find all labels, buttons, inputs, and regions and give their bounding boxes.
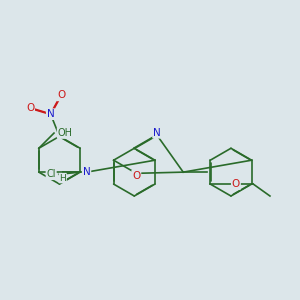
Text: H: H: [59, 174, 66, 183]
Text: Cl: Cl: [46, 169, 56, 179]
Text: O: O: [232, 179, 240, 189]
Text: N: N: [47, 109, 55, 119]
Text: N: N: [153, 128, 161, 138]
Text: OH: OH: [58, 128, 73, 138]
Text: O: O: [57, 90, 65, 100]
Text: O: O: [26, 103, 34, 113]
Text: N: N: [83, 167, 90, 177]
Text: O: O: [132, 171, 140, 181]
